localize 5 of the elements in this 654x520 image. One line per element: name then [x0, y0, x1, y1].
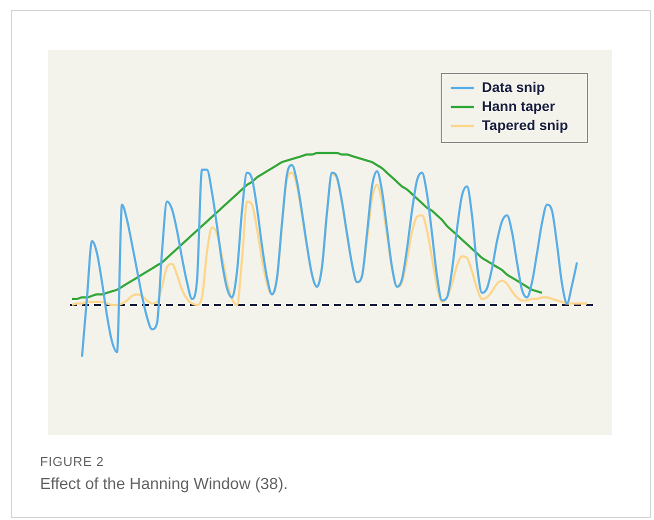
text: Effect of the Hanning Window (38). [40, 476, 288, 494]
legend-label: Data snip [482, 78, 545, 95]
legend-label: Hann taper [482, 98, 556, 114]
legend-label: Tapered snip [482, 116, 568, 133]
caption: FIGURE 2 [40, 454, 104, 469]
